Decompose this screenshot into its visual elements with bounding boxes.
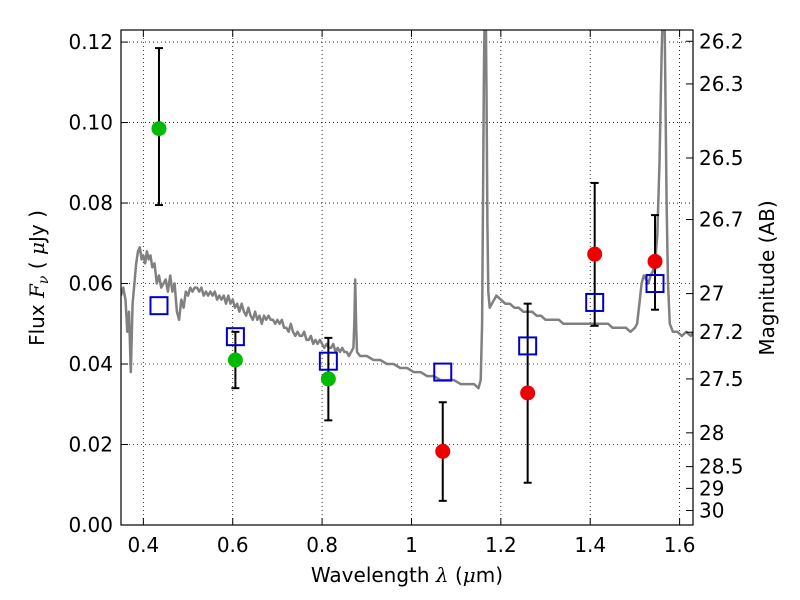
y-axis-label: Flux Fν ( μJy ) [25, 210, 52, 346]
y-tick-label: 0.08 [68, 191, 113, 215]
model-spectrum-line [121, 30, 693, 390]
plot-frame [120, 29, 694, 526]
magnitude-tick-label: 27 [699, 282, 724, 306]
axis-ticks: 0.4 0.6 0.8 1 1.2 1.4 1.6 0.00 0.02 0.04 0.06 0.08 0… [68, 29, 743, 557]
y-tick-label: 0.00 [68, 513, 113, 537]
red-flux-point [587, 246, 603, 262]
model-photometry-square [645, 274, 665, 294]
model-photometry-markers [149, 274, 665, 382]
error-bars [154, 47, 660, 502]
magnitude-tick-label: 27.2 [699, 320, 744, 344]
x-tick-label: 1.2 [485, 533, 517, 557]
x-tick-label: 0.6 [217, 533, 249, 557]
magnitude-tick-label: 27.5 [699, 367, 744, 391]
y-tick-label: 0.12 [68, 30, 113, 54]
magnitude-tick-label: 26.2 [699, 29, 744, 53]
model-photometry-square [149, 296, 169, 316]
magnitude-tick-label: 26.3 [699, 72, 744, 96]
x-axis-label: Wavelength λ (μm) [311, 563, 503, 587]
x-tick-label: 1 [405, 533, 418, 557]
grid [121, 30, 693, 526]
observed-flux-markers [151, 121, 663, 459]
model-photometry-square [318, 351, 338, 371]
green-flux-point [227, 352, 243, 368]
magnitude-tick-label: 26.7 [699, 208, 744, 232]
model-photometry-square [433, 362, 453, 382]
magnitude-tick-label: 26.5 [699, 146, 744, 170]
green-flux-point [320, 371, 336, 387]
y-tick-label: 0.02 [68, 433, 113, 457]
model-photometry-square [585, 292, 605, 312]
red-flux-point [435, 443, 451, 459]
y-tick-label: 0.06 [68, 272, 113, 296]
x-tick-label: 0.8 [306, 533, 338, 557]
model-photometry-square [225, 327, 245, 347]
y-right-axis-label: Magnitude (AB) [755, 200, 779, 355]
magnitude-tick-label: 29 [699, 476, 724, 500]
model-photometry-square [518, 336, 538, 356]
y-tick-label: 0.10 [68, 111, 113, 135]
magnitude-tick-label: 28.5 [699, 455, 744, 479]
red-flux-point [647, 253, 663, 269]
x-tick-label: 1.6 [664, 533, 696, 557]
green-flux-point [151, 121, 167, 137]
x-tick-label: 1.4 [574, 533, 606, 557]
magnitude-tick-label: 30 [699, 499, 724, 523]
x-tick-label: 0.4 [127, 533, 159, 557]
y-tick-label: 0.04 [68, 352, 113, 376]
red-flux-point [520, 385, 536, 401]
magnitude-tick-label: 28 [699, 421, 724, 445]
